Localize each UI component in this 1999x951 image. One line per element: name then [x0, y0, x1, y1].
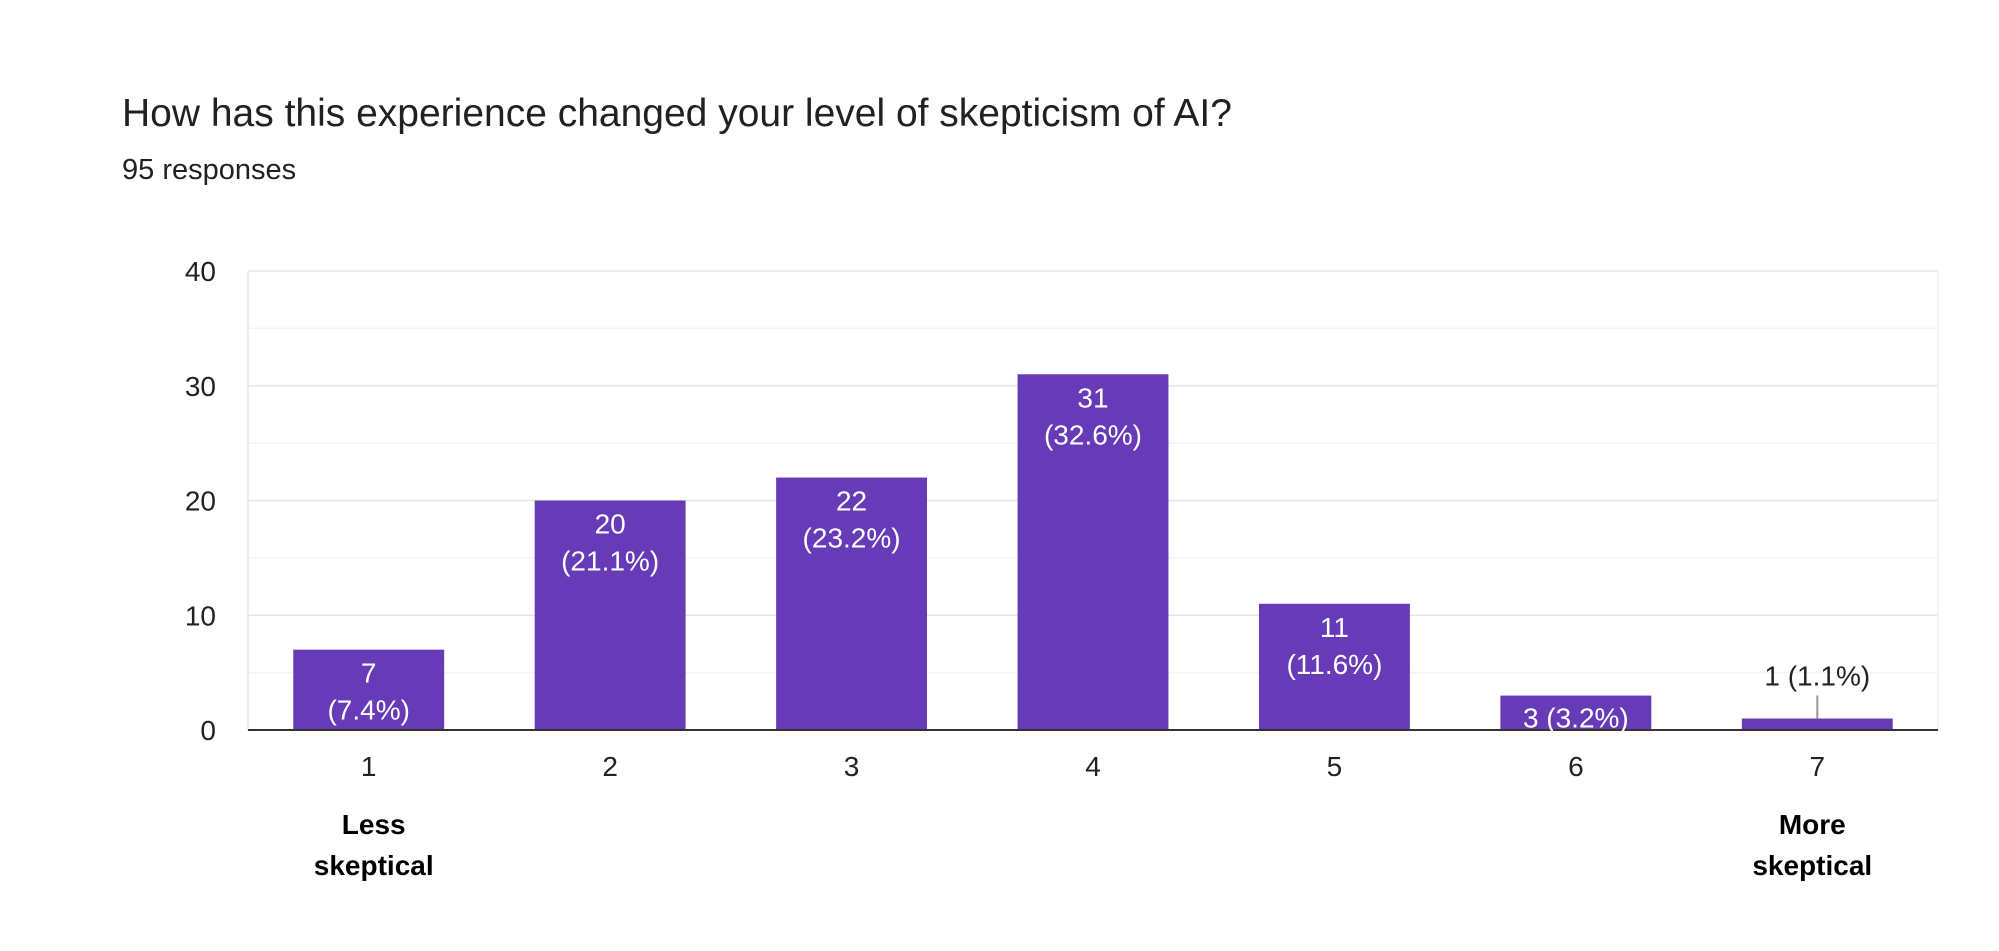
data-label-percent: (23.2%) — [803, 523, 901, 554]
data-label-percent: (21.1%) — [561, 546, 659, 577]
y-tick-label: 30 — [185, 371, 216, 402]
data-label-value: 20 — [595, 509, 626, 540]
data-label-value: 11 — [1320, 612, 1349, 643]
bars — [293, 374, 1893, 730]
bar — [1017, 374, 1169, 730]
bar — [1741, 718, 1893, 730]
data-label: 3 (3.2%) — [1523, 703, 1629, 734]
y-tick-label: 40 — [185, 256, 216, 287]
bar — [534, 500, 686, 730]
data-label-percent: (11.6%) — [1286, 649, 1382, 680]
scale-anchor-label: skeptical — [1752, 850, 1872, 881]
data-label-percent: (32.6%) — [1044, 419, 1142, 450]
y-axis-ticks: 0 10 20 30 40 — [185, 256, 216, 746]
data-label-percent: (7.4%) — [327, 695, 409, 726]
y-tick-label: 10 — [185, 600, 216, 631]
data-labels: 7 (7.4%) 20 (21.1%) 22 (23.2%) 31 (32.6%) 11 (11.… — [327, 382, 1870, 733]
x-tick-label: 4 — [1085, 751, 1101, 782]
x-tick-label: 7 — [1809, 751, 1825, 782]
chart-subtitle: 95 responses — [122, 154, 297, 186]
data-label: 1 (1.1%) — [1764, 661, 1870, 692]
chart-title: How has this experience changed your lev… — [122, 92, 1232, 135]
x-tick-label: 1 — [361, 751, 377, 782]
x-tick-label: 5 — [1327, 751, 1343, 782]
bar — [1500, 695, 1652, 730]
y-tick-label: 0 — [200, 715, 216, 746]
x-tick-label: 2 — [602, 751, 618, 782]
scale-anchor-label: More — [1779, 809, 1846, 840]
y-tick-label: 20 — [185, 486, 216, 517]
x-tick-label: 3 — [844, 751, 860, 782]
scale-anchor-labels: Less skeptical More skeptical — [314, 809, 1872, 881]
data-label-value: 7 — [361, 658, 377, 689]
x-tick-label: 6 — [1568, 751, 1584, 782]
data-label-value: 31 — [1077, 382, 1108, 413]
bar — [776, 477, 928, 730]
data-label-value: 22 — [836, 486, 867, 517]
bar — [1258, 603, 1410, 730]
x-axis-ticks: 1 2 3 4 5 6 7 — [361, 751, 1825, 782]
bar — [293, 649, 445, 730]
scale-anchor-label: Less — [342, 809, 406, 840]
scale-anchor-label: skeptical — [314, 850, 434, 881]
